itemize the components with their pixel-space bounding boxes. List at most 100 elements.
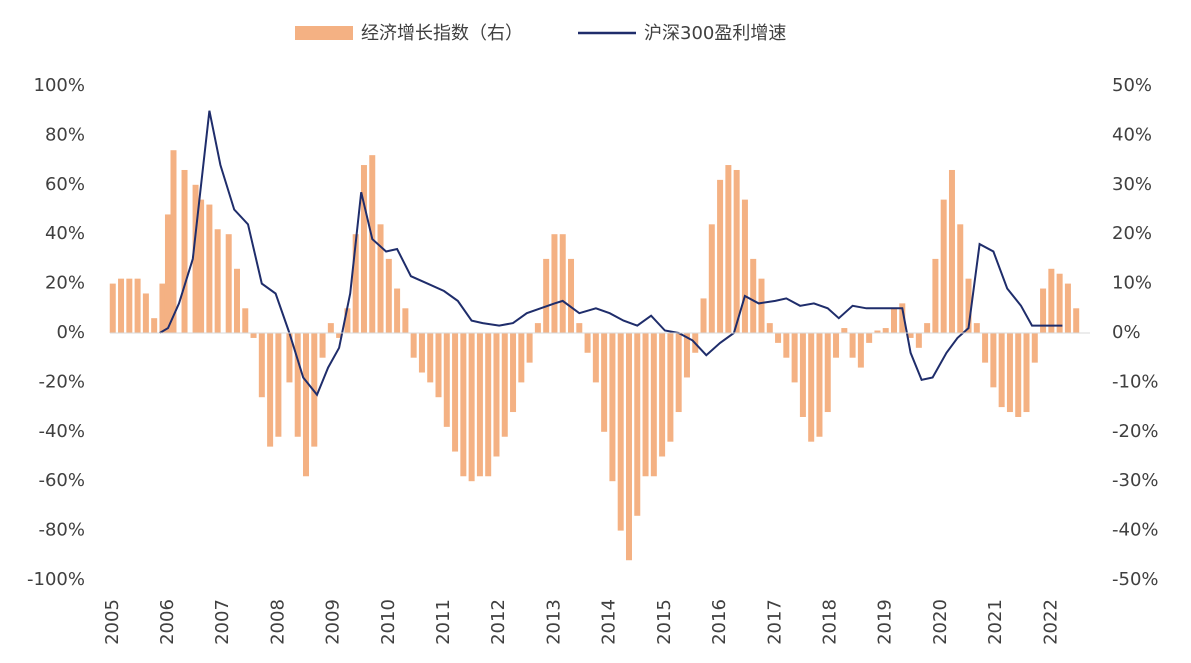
bar bbox=[369, 155, 376, 333]
bar bbox=[957, 224, 964, 333]
bar bbox=[286, 333, 293, 383]
bar bbox=[385, 258, 392, 333]
y2-tick-label: -40% bbox=[1112, 520, 1159, 541]
bar bbox=[857, 333, 864, 368]
bar bbox=[915, 333, 922, 348]
bar bbox=[882, 328, 889, 333]
bar bbox=[242, 308, 249, 333]
bar bbox=[650, 333, 657, 477]
y-tick-label: 20% bbox=[45, 273, 85, 294]
bar bbox=[973, 323, 980, 333]
bar bbox=[948, 169, 955, 333]
bar bbox=[250, 333, 257, 338]
bar bbox=[741, 199, 748, 333]
bar bbox=[118, 278, 125, 333]
x-tick-label: 2013 bbox=[543, 599, 564, 645]
y2-tick-label: 20% bbox=[1112, 223, 1152, 244]
bar bbox=[833, 333, 840, 358]
bar bbox=[940, 199, 947, 333]
bar bbox=[476, 333, 483, 477]
bar bbox=[965, 278, 972, 333]
bar bbox=[181, 169, 188, 333]
bar bbox=[1048, 268, 1055, 333]
bar bbox=[435, 333, 442, 398]
bar bbox=[1023, 333, 1030, 413]
bar bbox=[982, 333, 989, 363]
bar bbox=[225, 234, 232, 333]
bar bbox=[551, 234, 558, 333]
bar bbox=[1056, 273, 1063, 333]
y-tick-label: 60% bbox=[45, 174, 85, 195]
y2-tick-label: -30% bbox=[1112, 470, 1159, 491]
bar bbox=[907, 333, 914, 338]
line bbox=[159, 110, 1063, 397]
bar bbox=[159, 283, 166, 333]
x-tick-label: 2019 bbox=[875, 599, 896, 645]
bar bbox=[233, 268, 240, 333]
bar bbox=[468, 333, 475, 482]
bar bbox=[816, 333, 823, 437]
x-tick-label: 2017 bbox=[764, 599, 785, 645]
bar bbox=[899, 303, 906, 333]
bar bbox=[758, 278, 765, 333]
bar bbox=[126, 278, 133, 333]
bar bbox=[659, 333, 666, 457]
bar bbox=[151, 318, 158, 333]
bar bbox=[568, 258, 575, 333]
y-tick-label: 0% bbox=[56, 322, 85, 343]
y-tick-label: -80% bbox=[38, 520, 85, 541]
y-tick-label: 40% bbox=[45, 223, 85, 244]
bar bbox=[198, 199, 205, 333]
bar bbox=[294, 333, 301, 437]
y-tick-label: 80% bbox=[45, 124, 85, 145]
bar bbox=[766, 323, 773, 333]
bar bbox=[924, 323, 931, 333]
bar bbox=[192, 184, 199, 333]
y2-tick-label: 50% bbox=[1112, 75, 1152, 96]
bar bbox=[708, 224, 715, 333]
bar bbox=[808, 333, 815, 442]
bar bbox=[427, 333, 434, 383]
x-tick-label: 2007 bbox=[212, 599, 233, 645]
bar bbox=[493, 333, 500, 457]
bar bbox=[849, 333, 856, 358]
bar bbox=[559, 234, 566, 333]
x-tick-label: 2014 bbox=[599, 599, 620, 645]
bar bbox=[841, 328, 848, 333]
legend-swatch bbox=[295, 26, 353, 40]
bar bbox=[510, 333, 517, 413]
bar bbox=[866, 333, 873, 343]
bar bbox=[1040, 288, 1047, 333]
bar bbox=[998, 333, 1005, 408]
bar bbox=[675, 333, 682, 413]
legend-label: 经济增长指数（右） bbox=[361, 23, 523, 44]
x-tick-label: 2010 bbox=[378, 599, 399, 645]
x-tick-label: 2020 bbox=[930, 599, 951, 645]
bar bbox=[109, 283, 116, 333]
bar bbox=[170, 150, 177, 333]
bar bbox=[891, 308, 897, 333]
bar bbox=[990, 333, 997, 388]
bar bbox=[485, 333, 492, 477]
bar bbox=[377, 224, 384, 333]
bar bbox=[460, 333, 467, 477]
bar bbox=[1015, 333, 1022, 417]
bar bbox=[258, 333, 265, 398]
bar bbox=[134, 278, 141, 333]
bar bbox=[601, 333, 608, 432]
bar bbox=[452, 333, 459, 452]
bar bbox=[667, 333, 674, 442]
bar bbox=[164, 214, 171, 333]
y2-tick-label: 40% bbox=[1112, 124, 1152, 145]
bar bbox=[275, 333, 282, 437]
bar bbox=[584, 333, 591, 353]
bar bbox=[543, 258, 550, 333]
bar bbox=[683, 333, 690, 378]
bar bbox=[360, 165, 367, 333]
bar bbox=[700, 298, 707, 333]
bar bbox=[534, 323, 541, 333]
bar bbox=[526, 333, 533, 363]
bar bbox=[1006, 333, 1013, 413]
bar bbox=[874, 330, 881, 333]
bar bbox=[336, 333, 343, 338]
